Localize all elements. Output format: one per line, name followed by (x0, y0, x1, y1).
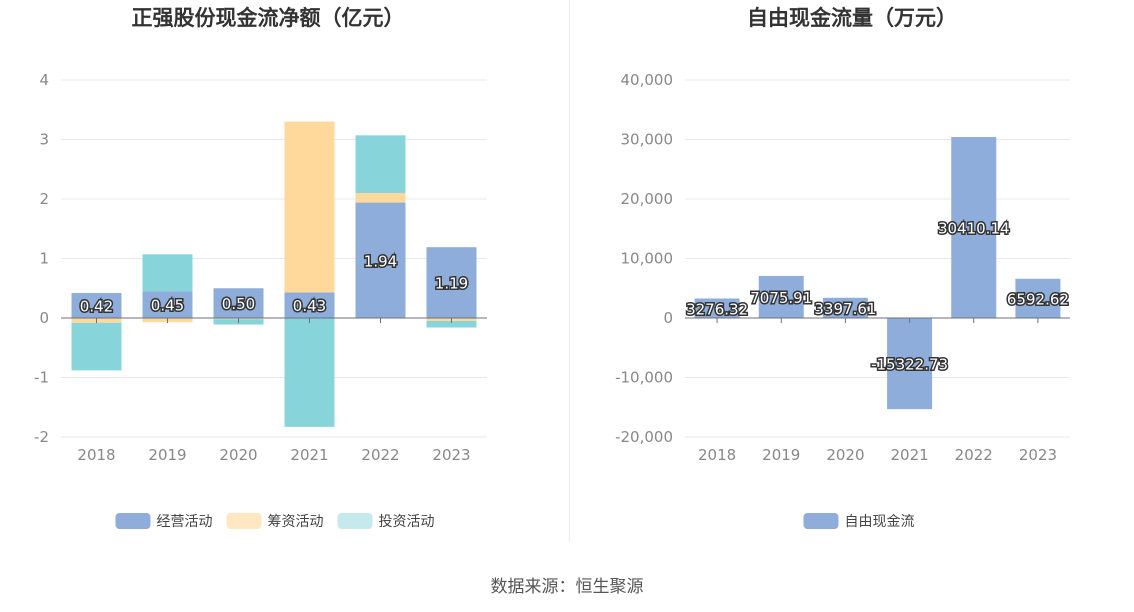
data-label: -15322.73 (871, 356, 948, 374)
data-label: 1.94 (364, 252, 397, 270)
data-label: 0.42 (80, 298, 113, 316)
bar-2018-series-2 (71, 322, 122, 371)
legend-label[interactable]: 经营活动 (157, 514, 213, 530)
y-tick-label: 0 (39, 309, 49, 327)
x-tick-label: 2019 (762, 446, 800, 464)
y-tick-label: 20,000 (621, 190, 674, 208)
y-tick-label: 40,000 (621, 71, 674, 89)
bar-2021-series-2 (284, 318, 335, 427)
right-chart: -20,000 -10,000 0 10,000 20,000 30,000 40,000 2… (615, 71, 1070, 530)
bar-2019-series-2 (142, 254, 193, 292)
y-tick-label: -1 (34, 369, 49, 387)
data-label: 0.50 (222, 295, 255, 313)
bar-2019-series-0 (758, 275, 804, 318)
bar-2020-series-0 (213, 288, 264, 318)
data-label: 7075.91 (750, 289, 812, 307)
y-tick-label: 3 (39, 131, 49, 149)
bar-2022-series-0 (951, 137, 997, 318)
bar-2023-series-0 (1015, 278, 1061, 318)
y-tick-label: -20,000 (615, 428, 673, 446)
x-tick-label: 2023 (432, 446, 470, 464)
y-tick-label: -10,000 (615, 369, 673, 387)
bar-2022-series-1 (355, 193, 406, 203)
chart-title-right: 自由现金流量（万元） (747, 6, 957, 30)
data-source: 数据来源：恒生聚源 (491, 577, 644, 597)
bar-2021-series-0 (887, 318, 933, 410)
x-tick-label: 2018 (698, 446, 736, 464)
legend-swatch[interactable] (115, 513, 151, 529)
legend-label[interactable]: 自由现金流 (845, 514, 915, 530)
x-tick-label: 2019 (148, 446, 186, 464)
bar-2019-series-0 (142, 291, 193, 318)
x-tick-label: 2021 (890, 446, 928, 464)
bar-2023-series-2 (426, 320, 477, 328)
data-label: 1.19 (435, 275, 468, 293)
y-tick-label: 4 (39, 71, 49, 89)
y-tick-label: 0 (663, 309, 673, 327)
legend-swatch[interactable] (803, 513, 839, 529)
bar-2022-series-2 (355, 135, 406, 194)
legend-label[interactable]: 筹资活动 (268, 513, 324, 530)
data-label: 0.43 (293, 297, 326, 315)
legend-swatch[interactable] (337, 513, 373, 529)
bar-2020-series-0 (822, 297, 868, 318)
y-tick-label: 1 (39, 250, 49, 268)
x-tick-label: 2022 (361, 446, 399, 464)
left-chart: -2 -1 0 1 2 3 4 2018 2019 2020 2021 2022 2023 0.42 0.4… (34, 71, 487, 530)
x-tick-label: 2023 (1019, 446, 1057, 464)
data-label: 3397.61 (814, 300, 876, 318)
data-label: 0.45 (151, 297, 184, 315)
y-tick-label: 2 (39, 190, 49, 208)
x-tick-label: 2018 (77, 446, 115, 464)
x-tick-label: 2021 (290, 446, 328, 464)
data-label: 30410.14 (938, 220, 1010, 238)
y-tick-label: 30,000 (621, 131, 674, 149)
bar-2018-series-0 (71, 293, 122, 318)
y-tick-label: 10,000 (621, 250, 674, 268)
data-label: 3276.32 (686, 300, 748, 318)
legend-swatch[interactable] (226, 513, 262, 529)
bar-2023-series-0 (426, 247, 477, 318)
bar-2018-series-0 (694, 298, 740, 318)
x-tick-label: 2020 (219, 446, 257, 464)
y-tick-label: -2 (34, 428, 49, 446)
legend-label[interactable]: 投资活动 (379, 514, 435, 530)
x-tick-label: 2022 (955, 446, 993, 464)
data-label: 6592.62 (1007, 290, 1069, 308)
chart-title-left: 正强股份现金流净额（亿元） (132, 6, 405, 30)
bar-2021-series-1 (284, 121, 335, 293)
bar-2022-series-0 (355, 202, 406, 318)
bar-2021-series-0 (284, 292, 335, 318)
x-tick-label: 2020 (826, 446, 864, 464)
